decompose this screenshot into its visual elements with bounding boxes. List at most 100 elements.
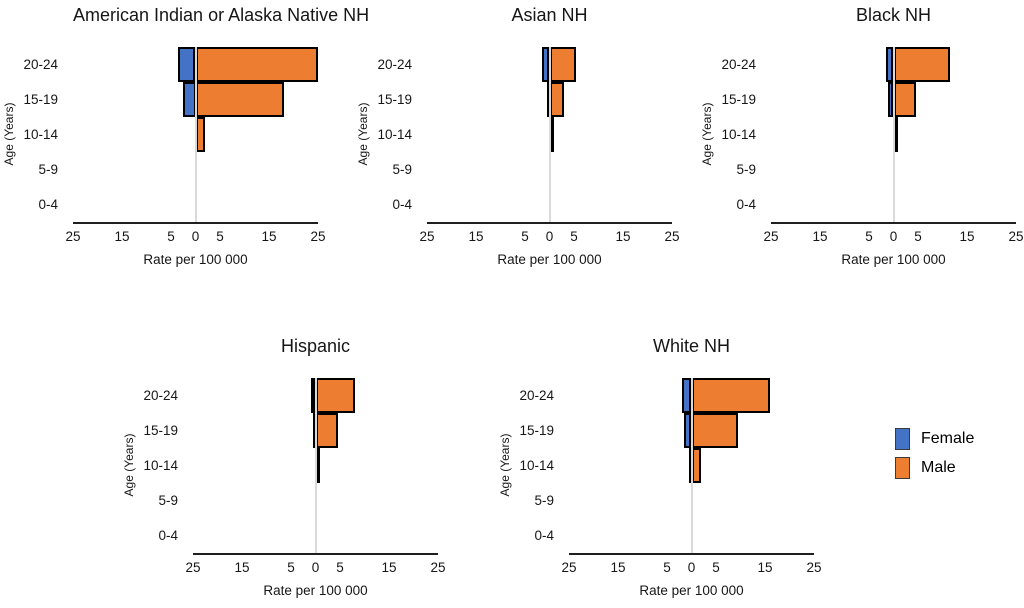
bar-male-20-24 (315, 378, 355, 413)
x-tick-label: 15 (114, 229, 130, 244)
x-tick-label: 5 (914, 229, 922, 244)
x-tick-label: 25 (185, 560, 201, 575)
x-tick-label: 25 (763, 229, 779, 244)
x-tick-label: 5 (712, 560, 720, 575)
x-tick-label: 15 (261, 229, 277, 244)
age-label-20-24: 20-24 (23, 57, 58, 72)
x-axis-label: Rate per 100 000 (497, 252, 602, 267)
x-tick-label: 25 (1008, 229, 1024, 244)
female-color-swatch (895, 427, 910, 450)
bar-male-10-14 (549, 117, 554, 152)
bar-female-20-24 (178, 47, 196, 82)
age-label-15-19: 15-19 (721, 92, 756, 107)
x-tick-label: 15 (610, 560, 626, 575)
x-tick-label: 15 (757, 560, 773, 575)
bar-female-20-24 (886, 47, 894, 82)
bar-female-20-24 (542, 47, 550, 82)
age-axis-labels: 20-24 15-19 10-14 5-9 0-4 (696, 47, 756, 222)
age-label-0-4: 0-4 (534, 528, 554, 543)
x-tick-label: 5 (521, 229, 529, 244)
x-tick-label: 5 (663, 560, 671, 575)
bar-male-20-24 (195, 47, 318, 82)
x-tick-label: 5 (287, 560, 295, 575)
chart-title: Black NH (855, 5, 931, 25)
plot-area (73, 47, 318, 224)
bar-male-20-24 (549, 47, 577, 82)
x-tick-label: 15 (959, 229, 975, 244)
x-tick-label: 15 (615, 229, 631, 244)
age-label-10-14: 10-14 (721, 127, 756, 142)
age-label-10-14: 10-14 (143, 458, 178, 473)
chart-title: American Indian or Alaska Native NH (73, 5, 370, 25)
age-label-15-19: 15-19 (519, 423, 554, 438)
age-axis-labels: 20-24 15-19 10-14 5-9 0-4 (494, 378, 554, 553)
x-tick-label: 5 (216, 229, 224, 244)
x-tick-label: 15 (812, 229, 828, 244)
x-axis-ticks: 25 15 5 0 5 15 25 (185, 560, 445, 576)
x-tick-label: 0 (889, 229, 898, 244)
chart-hispanic: Hispanic Age (Years) 20-24 15-19 10-14 5-9 0… (118, 333, 458, 608)
plot-area (569, 378, 814, 555)
chart-asian-nh: Asian NH Age (Years) 20-24 15-19 10-14 5-9 0… (352, 2, 692, 277)
age-label-20-24: 20-24 (143, 388, 178, 403)
x-tick-label: 5 (570, 229, 578, 244)
bar-male-15-19 (195, 82, 284, 117)
bar-male-15-19 (549, 82, 565, 117)
chart-white-nh: White NH Age (Years) 20-24 15-19 10-14 5-9 0… (494, 333, 834, 608)
plot-area (427, 47, 672, 224)
age-label-15-19: 15-19 (143, 423, 178, 438)
legend-label-female: Female (921, 429, 975, 447)
x-tick-label: 25 (430, 560, 446, 575)
x-tick-label: 25 (561, 560, 577, 575)
plot-area (193, 378, 438, 555)
x-tick-label: 5 (865, 229, 873, 244)
bar-male-20-24 (691, 378, 770, 413)
age-label-0-4: 0-4 (158, 528, 178, 543)
zero-gridline (690, 378, 693, 553)
bar-male-15-19 (691, 413, 739, 448)
age-label-5-9: 5-9 (38, 162, 58, 177)
x-tick-label: 15 (381, 560, 397, 575)
x-tick-label: 5 (336, 560, 344, 575)
bar-female-15-19 (183, 82, 196, 117)
x-axis-ticks: 25 15 5 0 5 15 25 (65, 229, 325, 245)
age-label-20-24: 20-24 (721, 57, 756, 72)
x-tick-label: 25 (806, 560, 822, 575)
x-axis-label: Rate per 100 000 (841, 252, 946, 267)
x-tick-label: 0 (191, 229, 200, 244)
male-color-swatch (895, 456, 910, 479)
age-axis-labels: 20-24 15-19 10-14 5-9 0-4 (0, 47, 58, 222)
legend: Female Male (895, 424, 974, 482)
bar-male-15-19 (893, 82, 916, 117)
bar-male-20-24 (893, 47, 950, 82)
legend-item-male: Male (895, 453, 974, 482)
x-axis-label: Rate per 100 000 (263, 583, 368, 598)
x-tick-label: 5 (167, 229, 175, 244)
age-axis-labels: 20-24 15-19 10-14 5-9 0-4 (352, 47, 412, 222)
x-tick-label: 25 (419, 229, 435, 244)
zero-gridline (892, 47, 895, 222)
plot-area (771, 47, 1016, 224)
legend-item-female: Female (895, 424, 974, 453)
age-label-10-14: 10-14 (519, 458, 554, 473)
x-axis-ticks: 25 15 5 0 5 15 25 (561, 560, 821, 576)
chart-american-indian-or-alaska-native-nh: American Indian or Alaska Native NH Age … (0, 2, 370, 277)
age-label-5-9: 5-9 (158, 493, 178, 508)
x-tick-label: 25 (310, 229, 326, 244)
x-tick-label: 15 (234, 560, 250, 575)
age-label-15-19: 15-19 (23, 92, 58, 107)
chart-title: White NH (652, 336, 730, 356)
age-label-15-19: 15-19 (377, 92, 412, 107)
x-tick-label: 25 (664, 229, 680, 244)
age-label-5-9: 5-9 (736, 162, 756, 177)
x-tick-label: 15 (468, 229, 484, 244)
age-axis-labels: 20-24 15-19 10-14 5-9 0-4 (118, 378, 178, 553)
bar-male-10-14 (315, 448, 320, 483)
zero-gridline (314, 378, 317, 553)
age-label-20-24: 20-24 (377, 57, 412, 72)
bar-male-15-19 (315, 413, 338, 448)
x-tick-label: 0 (311, 560, 320, 575)
bar-male-10-14 (691, 448, 702, 483)
age-label-5-9: 5-9 (392, 162, 412, 177)
x-axis-label: Rate per 100 000 (143, 252, 248, 267)
